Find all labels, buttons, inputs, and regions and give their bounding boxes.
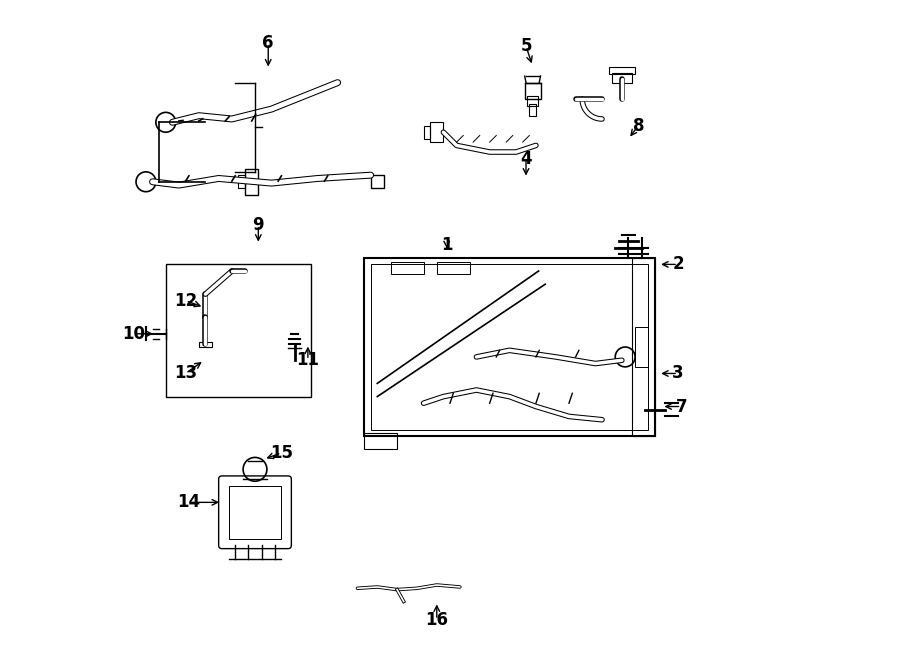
Bar: [371, 175, 384, 188]
Text: 10: 10: [122, 325, 146, 343]
Bar: [199, 342, 212, 347]
Text: 16: 16: [426, 611, 448, 629]
Bar: [635, 327, 648, 367]
Bar: [424, 126, 430, 139]
Bar: [166, 264, 311, 397]
Text: 2: 2: [672, 255, 684, 274]
Bar: [391, 262, 424, 274]
Bar: [527, 96, 538, 106]
Text: 9: 9: [253, 215, 264, 234]
Text: 12: 12: [174, 292, 197, 310]
Bar: [632, 258, 655, 436]
Bar: [430, 122, 444, 142]
Text: 13: 13: [174, 364, 197, 383]
Bar: [529, 104, 535, 116]
Text: 4: 4: [520, 149, 532, 168]
Text: 11: 11: [296, 351, 320, 369]
Bar: [608, 67, 635, 74]
Text: 5: 5: [520, 37, 532, 56]
Text: 7: 7: [676, 397, 688, 416]
Bar: [364, 433, 397, 449]
Text: 8: 8: [633, 116, 644, 135]
Text: 6: 6: [263, 34, 274, 52]
Bar: [612, 73, 632, 83]
Text: 15: 15: [270, 444, 292, 462]
Text: 3: 3: [672, 364, 684, 383]
Bar: [229, 486, 282, 539]
Text: 14: 14: [177, 493, 201, 512]
Bar: [238, 175, 245, 188]
Text: 1: 1: [441, 235, 453, 254]
Bar: [245, 169, 258, 195]
Bar: [371, 264, 648, 430]
Bar: [364, 258, 655, 436]
Bar: [525, 83, 541, 99]
Bar: [436, 262, 470, 274]
